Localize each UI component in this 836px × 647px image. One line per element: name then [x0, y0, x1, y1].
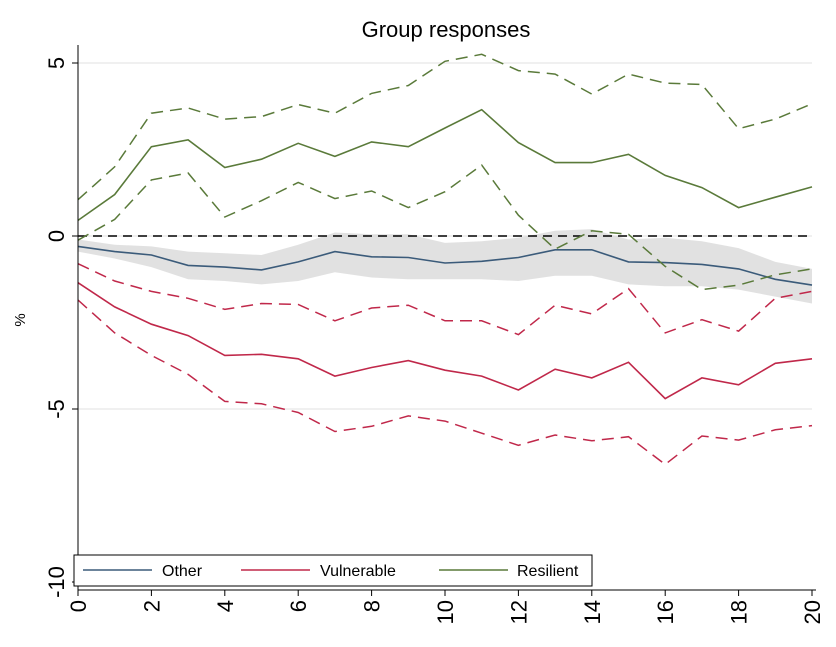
- series-line-vulnerable: [77, 282, 813, 400]
- y-axis-label: %: [12, 313, 29, 326]
- ci-upper-line-vulnerable: [77, 263, 813, 336]
- series-line-resilient: [77, 108, 813, 222]
- chart-title: Group responses: [362, 17, 531, 42]
- confidence-band-layer: [78, 229, 812, 304]
- series-line-other: [77, 245, 813, 286]
- series-layer: [77, 53, 813, 466]
- axes: 5 0 -5 -10 0 2 4 6 8 10 12 14 16 18 20: [44, 45, 825, 624]
- legend-label-other: Other: [162, 563, 203, 580]
- y-tick-label-0: 0: [44, 230, 69, 242]
- ci-lower-line-resilient: [77, 164, 813, 291]
- x-tick-label-16: 16: [653, 600, 678, 624]
- x-tick-label-20: 20: [800, 600, 825, 624]
- x-tick-label-6: 6: [286, 600, 311, 612]
- legend: Other Vulnerable Resilient: [73, 554, 593, 587]
- x-tick-label-18: 18: [727, 600, 752, 624]
- confidence-band-other: [78, 229, 812, 304]
- x-tick-label-12: 12: [506, 600, 531, 624]
- y-tick-label--10: -10: [44, 566, 69, 598]
- y-tick-label-5: 5: [44, 57, 69, 69]
- x-tick-label-0: 0: [66, 600, 91, 612]
- ci-upper-line-resilient: [77, 53, 813, 201]
- ci-lower-line-vulnerable: [77, 299, 813, 466]
- x-tick-label-14: 14: [580, 600, 605, 624]
- x-tick-label-2: 2: [139, 600, 164, 612]
- x-tick-label-8: 8: [360, 600, 385, 612]
- x-tick-label-4: 4: [213, 600, 238, 612]
- legend-label-resilient: Resilient: [517, 563, 579, 580]
- legend-label-vulnerable: Vulnerable: [320, 563, 396, 580]
- x-tick-label-10: 10: [433, 600, 458, 624]
- y-tick-label--5: -5: [44, 399, 69, 419]
